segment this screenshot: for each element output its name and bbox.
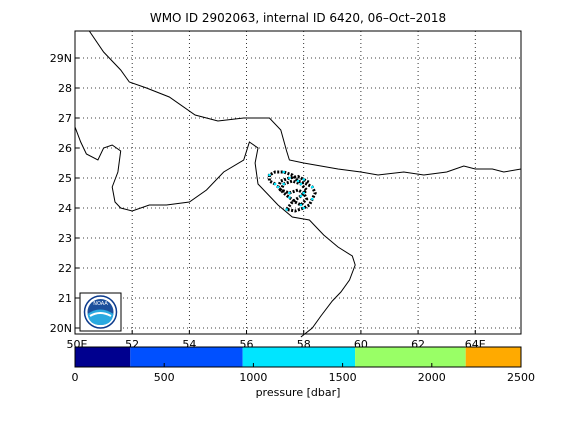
profile-point <box>299 194 303 198</box>
coastline-segment <box>74 126 356 338</box>
profile-point <box>302 178 306 181</box>
coastline-segment <box>88 30 522 176</box>
profile-point <box>299 182 303 186</box>
profile-point <box>311 185 314 189</box>
profile-point <box>268 173 271 177</box>
latitude-labels: 20N 21 22 23 24 25 26 27 28 29N <box>50 52 72 335</box>
colorbar-segment <box>465 347 521 367</box>
profile-point <box>311 197 314 201</box>
colorbar-frame <box>74 346 522 368</box>
map-title: WMO ID 2902063, internal ID 6420, 06–Oct… <box>150 11 446 25</box>
profile-point <box>273 182 277 186</box>
colorbar-label: pressure [dbar] <box>256 386 341 399</box>
lat-tick-label: 29N <box>50 52 72 65</box>
trajectory-path <box>267 170 317 213</box>
noaa-logo: NOAA <box>79 292 122 332</box>
colorbar: 0 500 1000 1500 2000 2500 pressure [dbar] <box>72 346 535 399</box>
map-grid <box>74 31 521 334</box>
lat-tick-label: 25 <box>58 172 72 185</box>
profile-point <box>299 203 303 207</box>
profile-point <box>276 185 280 189</box>
lat-tick-label: 27 <box>58 112 72 125</box>
lat-tick-label: 23 <box>58 232 72 245</box>
profile-point <box>282 170 286 174</box>
profile-point <box>288 191 291 195</box>
colorbar-tick-label: 1000 <box>239 371 267 384</box>
colorbar-segment <box>242 347 356 367</box>
colorbar-segments <box>75 347 521 367</box>
profile-point <box>302 206 306 210</box>
float-trajectory <box>267 170 317 213</box>
lat-tick-label: 28 <box>58 82 72 95</box>
lat-tick-label: 21 <box>58 292 72 305</box>
profile-point <box>285 208 288 211</box>
profile-point <box>288 176 291 180</box>
colorbar-segment <box>130 347 243 367</box>
profile-point <box>302 191 306 195</box>
colorbar-tick-label: 2000 <box>418 371 446 384</box>
colorbar-tick-label: 0 <box>72 371 79 384</box>
coastline <box>74 30 522 338</box>
colorbar-ticks: 0 500 1000 1500 2000 2500 <box>72 363 535 384</box>
profile-point <box>296 179 300 183</box>
lat-tick-label: 24 <box>58 202 72 215</box>
map-panel: 50E 52 54 56 58 60 62 64E 20N212223242526272829… <box>50 30 522 351</box>
profile-point <box>288 196 291 199</box>
colorbar-tick-label: 500 <box>154 371 175 384</box>
lat-tick-label: 20N <box>50 322 72 335</box>
profile-point <box>282 182 286 186</box>
noaa-logo-text: NOAA <box>93 301 108 307</box>
colorbar-tick-label: 1500 <box>329 371 357 384</box>
colorbar-segment <box>75 347 131 367</box>
lat-tick-label: 22 <box>58 262 72 275</box>
colorbar-segment <box>355 347 466 367</box>
lat-tick-label: 26 <box>58 142 72 155</box>
colorbar-tick-label: 2500 <box>507 371 535 384</box>
